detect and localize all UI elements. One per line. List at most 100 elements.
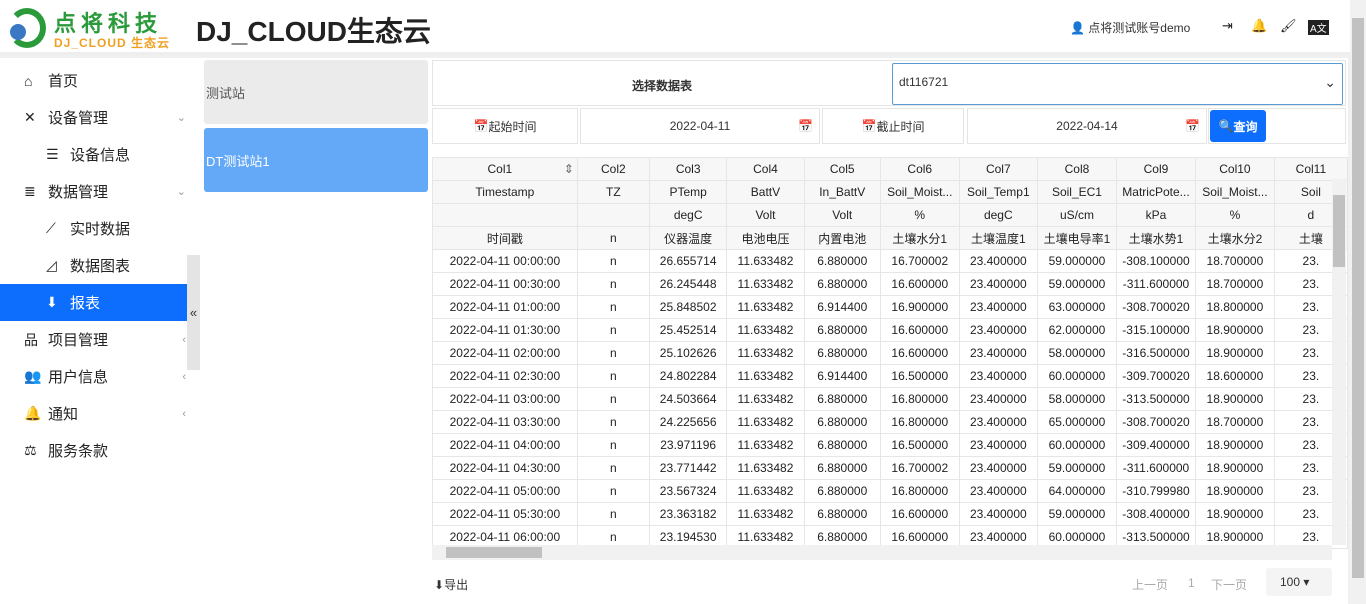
header-cell: kPa: [1115, 203, 1197, 227]
table-cell: 2022-04-11 04:30:00: [432, 456, 578, 480]
language-icon[interactable]: A文: [1308, 20, 1329, 35]
user-menu[interactable]: 👤 点将测试账号demo: [1070, 21, 1191, 35]
table-cell: -311.600000: [1115, 272, 1197, 296]
sort-icon[interactable]: ⇕: [563, 162, 574, 176]
table-cell: 23.400000: [958, 479, 1038, 503]
header-cell[interactable]: Col8: [1036, 157, 1117, 181]
sidebar-item[interactable]: ⌂ 首页: [0, 62, 200, 99]
chevron-icon: ⌄: [176, 112, 186, 124]
sidebar-item-label: 项目管理: [48, 332, 109, 349]
sidebar-item[interactable]: ⟋ 实时数据: [0, 210, 200, 247]
brush-icon[interactable]: 🖌: [1280, 18, 1297, 33]
table-cell: 26.245448: [648, 272, 728, 296]
end-time-label: 📅 截止时间: [822, 108, 964, 144]
prev-page-button[interactable]: 上一页: [1132, 578, 1169, 592]
table-cell: -310.799980: [1115, 479, 1197, 503]
collapse-sidebar-button[interactable]: «: [187, 255, 200, 370]
sidebar-item[interactable]: ⬇ 报表: [0, 284, 200, 321]
query-button[interactable]: 🔍 查询: [1210, 110, 1266, 142]
station-item-active[interactable]: DT测试站1: [204, 128, 428, 192]
header-cell[interactable]: Col7: [958, 157, 1038, 181]
header-cell: %: [879, 203, 960, 227]
download-icon: ⬇: [434, 578, 445, 592]
header-cell[interactable]: Col11: [1273, 157, 1348, 181]
table-cell: 11.633482: [726, 295, 805, 319]
table-cell: 11.633482: [726, 387, 805, 411]
header-cell: Volt: [803, 203, 881, 227]
header-cell: 土壤温度1: [958, 226, 1038, 250]
header-cell[interactable]: Col1 ⇕: [432, 157, 578, 181]
header-cell: PTemp: [648, 180, 728, 204]
search-icon: 🔍: [1218, 119, 1234, 133]
user-icon: 👤: [1070, 21, 1089, 35]
table-cell: 6.880000: [803, 502, 881, 526]
header-cell[interactable]: Col2: [576, 157, 650, 181]
table-cell: 63.000000: [1036, 295, 1117, 319]
table-cell: 58.000000: [1036, 341, 1117, 365]
table-select[interactable]: dt116721 ⌄: [892, 63, 1343, 105]
next-page-button[interactable]: 下一页: [1211, 578, 1248, 592]
sidebar-item[interactable]: 品项目管理 ‹: [0, 321, 200, 358]
header-cell: 时间戳: [432, 226, 578, 250]
vertical-scrollbar[interactable]: [1332, 179, 1346, 545]
page-number[interactable]: 1: [1188, 576, 1195, 590]
table-cell: n: [576, 272, 650, 296]
sidebar-item[interactable]: 👥 用户信息 ‹: [0, 358, 200, 395]
table-cell: n: [576, 410, 650, 434]
export-button[interactable]: ⬇导出: [434, 578, 469, 592]
table-cell: n: [576, 341, 650, 365]
header-cell: 内置电池: [803, 226, 881, 250]
header-cell: degC: [958, 203, 1038, 227]
end-date-input[interactable]: 2022-04-14 📅: [967, 108, 1207, 144]
table-cell: 64.000000: [1036, 479, 1117, 503]
table-cell: 16.800000: [879, 410, 960, 434]
header-cell[interactable]: Col10: [1195, 157, 1275, 181]
header-cell[interactable]: Col4: [726, 157, 805, 181]
horizontal-scrollbar[interactable]: [432, 545, 1332, 560]
header-cell[interactable]: Col3: [648, 157, 728, 181]
sidebar-item[interactable]: 🔔 通知 ‹: [0, 395, 200, 432]
header-cell[interactable]: Col9: [1115, 157, 1197, 181]
sidebar-item[interactable]: ≣ 数据管理 ⌄: [0, 173, 200, 210]
sidebar-item[interactable]: ⚖ 服务条款: [0, 432, 200, 469]
table-cell: 11.633482: [726, 433, 805, 457]
table-cell: 6.880000: [803, 433, 881, 457]
header-cell: degC: [648, 203, 728, 227]
logout-icon[interactable]: ⇥: [1222, 18, 1233, 33]
table-cell: 11.633482: [726, 456, 805, 480]
table-cell: 6.880000: [803, 456, 881, 480]
header-cell[interactable]: Col5: [803, 157, 881, 181]
header-cell: uS/cm: [1036, 203, 1117, 227]
logo-subtext: DJ_CLOUD 生态云: [54, 36, 171, 50]
header-cell: Soil_Moist...: [1195, 180, 1275, 204]
sidebar-item-label: 通知: [48, 406, 79, 423]
header-cell: Soil_Temp1: [958, 180, 1038, 204]
table-cell: 18.800000: [1195, 295, 1275, 319]
table-cell: 23.971196: [648, 433, 728, 457]
station-item[interactable]: 测试站: [204, 60, 428, 124]
sidebar-item[interactable]: ☰ 设备信息: [0, 136, 200, 173]
table-cell: 18.900000: [1195, 456, 1275, 480]
table-cell: -308.700020: [1115, 295, 1197, 319]
table-cell: 18.900000: [1195, 502, 1275, 526]
sidebar-item[interactable]: ◿ 数据图表: [0, 247, 200, 284]
page-scrollbar[interactable]: [1350, 0, 1366, 604]
table-cell: 16.700002: [879, 456, 960, 480]
table-cell: 65.000000: [1036, 410, 1117, 434]
table-cell: 16.600000: [879, 341, 960, 365]
header-cell: Soil_Moist...: [879, 180, 960, 204]
header-cell: Volt: [726, 203, 805, 227]
start-date-input[interactable]: 2022-04-11 📅: [580, 108, 820, 144]
header-cell[interactable]: Col6: [879, 157, 960, 181]
page-size-select[interactable]: 100 ▾: [1266, 568, 1332, 596]
table-cell: 18.900000: [1195, 479, 1275, 503]
bell-icon[interactable]: 🔔: [1251, 18, 1268, 33]
table-cell: 6.880000: [803, 318, 881, 342]
sidebar-item[interactable]: ✕ 设备管理 ⌄: [0, 99, 200, 136]
bell-icon: 🔔: [24, 405, 42, 421]
table-cell: 16.700002: [879, 249, 960, 273]
header-cell: Soil_EC1: [1036, 180, 1117, 204]
header: 点将科技 DJ_CLOUD 生态云 DJ_CLOUD生态云 👤 点将测试账号de…: [0, 0, 1350, 55]
header-row: 时间戳 n 仪器温度 电池电压 内置电池 土壤水分1 土壤温度1 土壤电导率1 土壤水势1 土壤水…: [432, 226, 1348, 250]
table-cell: n: [576, 387, 650, 411]
